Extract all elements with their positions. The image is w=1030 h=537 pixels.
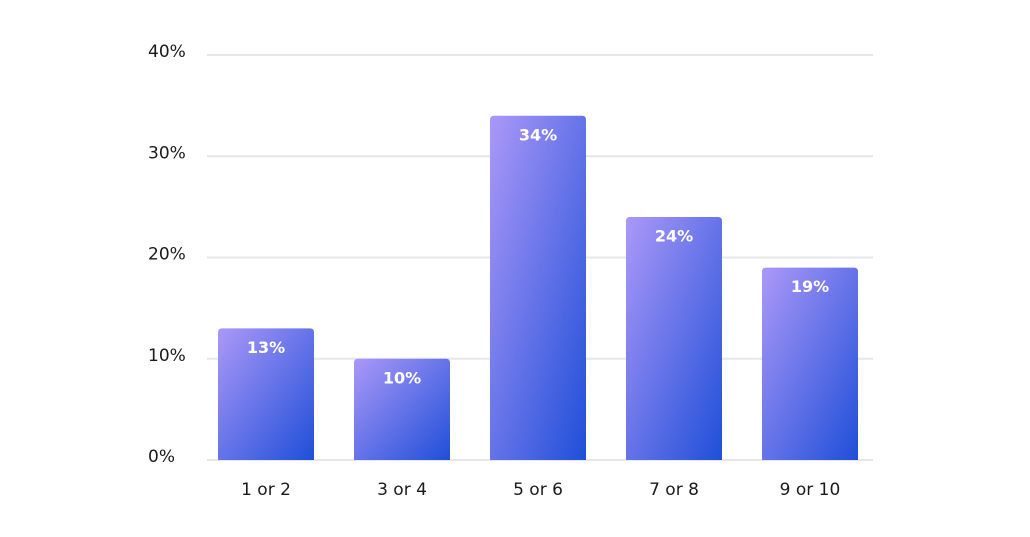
x-tick-label: 7 or 8 (649, 480, 699, 500)
x-tick-label: 3 or 4 (377, 480, 427, 500)
value-label: 13% (247, 338, 285, 357)
x-tick-label: 9 or 10 (780, 480, 841, 500)
bar (626, 217, 722, 460)
bar (490, 115, 586, 460)
x-tick-label: 1 or 2 (241, 480, 291, 500)
y-tick-label: 40% (148, 42, 186, 62)
bar (354, 358, 450, 460)
y-tick-label: 10% (148, 346, 186, 366)
value-label: 19% (791, 277, 829, 296)
y-tick-label: 0% (148, 447, 175, 467)
bar (762, 267, 858, 460)
bar (218, 328, 314, 460)
value-label: 34% (519, 125, 557, 144)
y-tick-label: 30% (148, 143, 186, 163)
y-tick-label: 20% (148, 245, 186, 265)
x-tick-label: 5 or 6 (513, 480, 563, 500)
value-label: 24% (655, 227, 693, 246)
value-label: 10% (383, 368, 421, 387)
